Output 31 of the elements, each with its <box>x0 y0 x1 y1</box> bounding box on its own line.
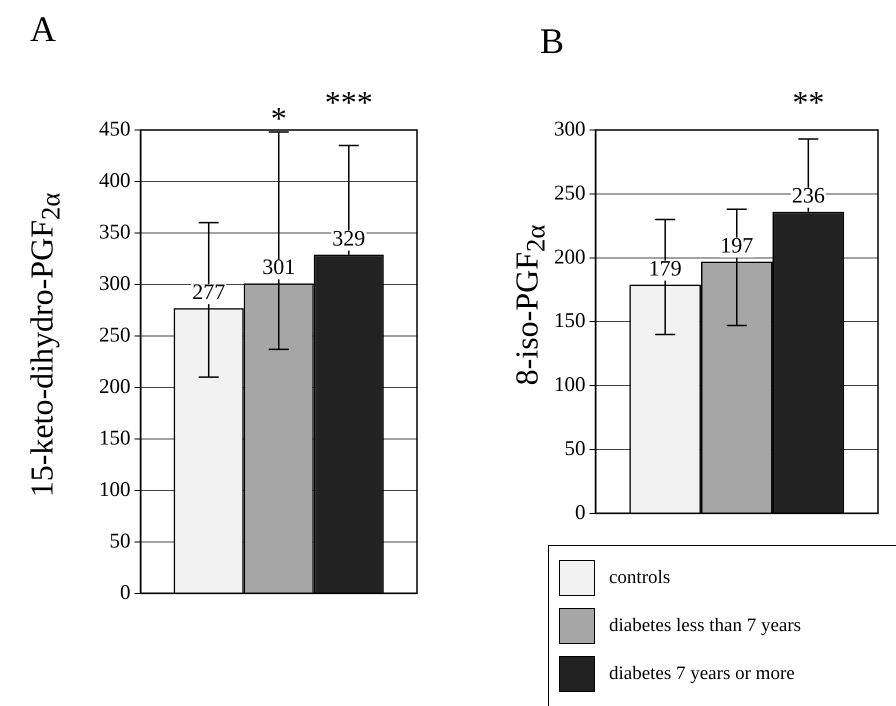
y-tick-label: 100 <box>554 372 586 396</box>
y-tick-label: 100 <box>99 476 130 501</box>
chart-title: A <box>30 8 56 50</box>
y-tick-label: 0 <box>575 500 586 524</box>
text: ** <box>792 83 824 122</box>
data-label: 301 <box>262 254 296 280</box>
y-tick-label: 200 <box>554 244 586 268</box>
legend-label: diabetes 7 years or more <box>609 663 795 685</box>
data-label: 329 <box>332 225 366 250</box>
y-tick-label: 250 <box>554 180 586 204</box>
y-tick-label: 400 <box>99 168 130 192</box>
data-label: 277 <box>192 278 226 304</box>
y-tick-label: 450 <box>99 116 130 141</box>
y-tick-label: 50 <box>110 528 130 552</box>
data-label: 236 <box>792 182 825 208</box>
y-tick-label: 250 <box>99 322 130 346</box>
y-tick-label: 150 <box>554 308 586 332</box>
y-tick-label: 300 <box>99 270 130 295</box>
legend-label: diabetes less than 7 years <box>609 615 802 637</box>
chart-title: B <box>540 20 564 62</box>
data-label: 179 <box>648 255 682 280</box>
y-tick-label: 0 <box>120 580 130 604</box>
text: *** <box>324 83 373 122</box>
text: controls <box>609 567 670 589</box>
y-tick-label: 350 <box>99 219 130 244</box>
data-label: 197 <box>720 232 754 258</box>
y-tick-label: 150 <box>99 425 130 450</box>
y-tick-label: 200 <box>99 374 130 398</box>
annotation: * <box>270 99 287 138</box>
y-tick-label: 300 <box>554 116 586 141</box>
y-tick-label: 50 <box>564 436 586 460</box>
